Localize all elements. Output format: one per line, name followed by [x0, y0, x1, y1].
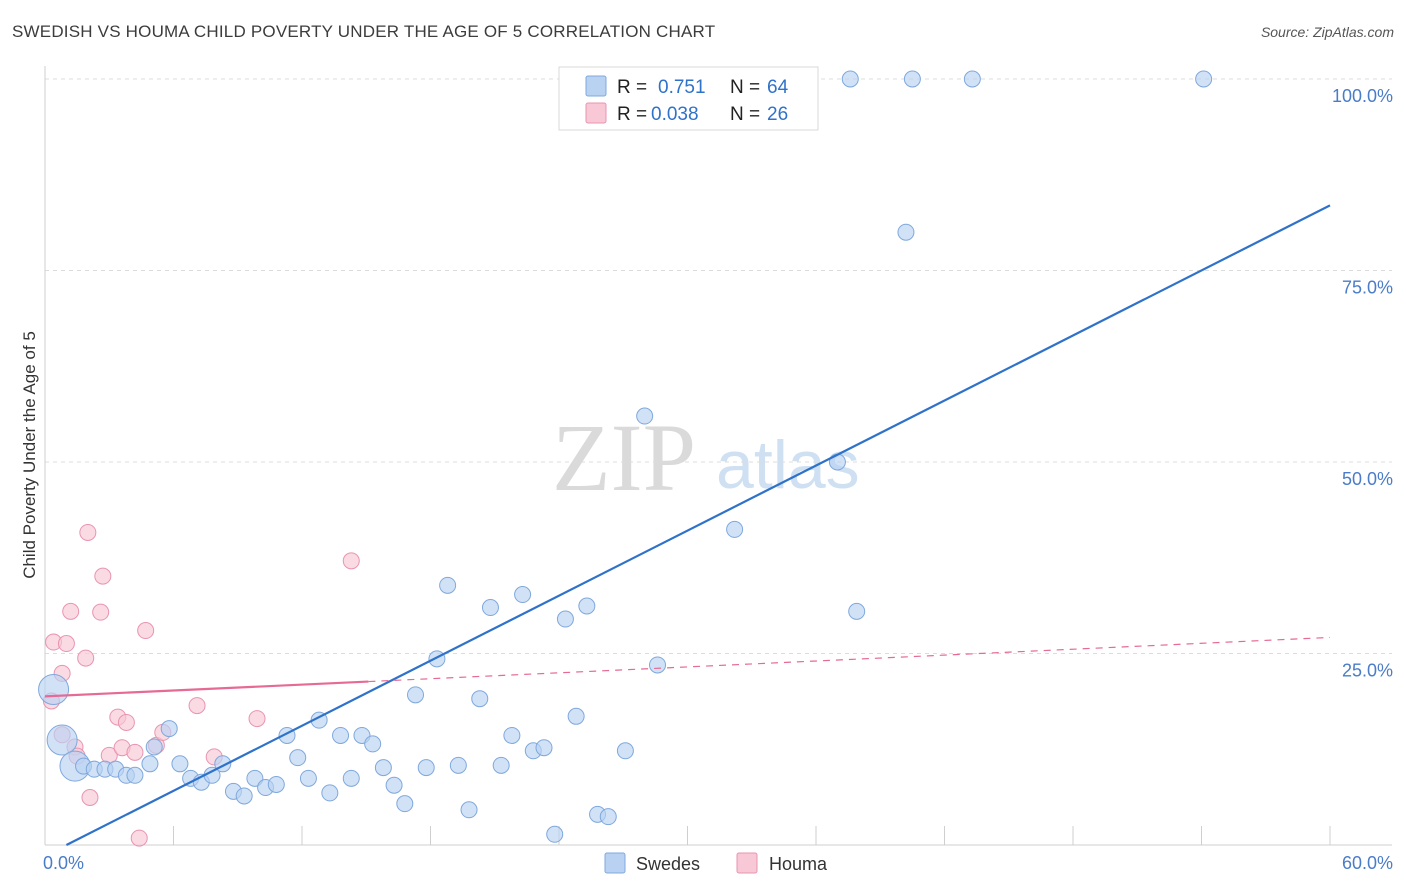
- legend-r-label-swedes: R =: [617, 77, 647, 98]
- houma-point: [130, 829, 148, 847]
- swedes-point: [171, 755, 189, 773]
- x-tick-label: 60.0%: [1342, 853, 1393, 873]
- swedes-point: [428, 650, 446, 668]
- swedes-point: [897, 223, 915, 241]
- swedes-point: [396, 795, 414, 813]
- bottom-legend-label-swedes: Swedes: [636, 854, 700, 874]
- legend-r-label-houma: R =: [617, 104, 647, 125]
- houma-point: [342, 552, 360, 570]
- swedes-point: [439, 576, 457, 594]
- houma-point: [77, 649, 95, 667]
- chart-title: SWEDISH VS HOUMA CHILD POVERTY UNDER THE…: [12, 22, 716, 41]
- swedes-point: [46, 724, 78, 756]
- swedes-point: [535, 739, 553, 757]
- watermark: ZIP atlas: [552, 404, 860, 511]
- swedes-point: [374, 759, 392, 777]
- swedes-point: [289, 749, 307, 767]
- houma-point: [57, 635, 75, 653]
- bottom-legend-swatch-houma: [736, 852, 758, 874]
- swedes-point: [299, 769, 317, 787]
- houma-trend-line-solid: [44, 680, 369, 698]
- legend-swatch-houma: [585, 102, 607, 124]
- y-tick-label: 100.0%: [1332, 86, 1393, 106]
- bottom-legend-swatch-swedes: [604, 852, 626, 874]
- legend-swatch-swedes: [585, 75, 607, 97]
- swedes-point: [417, 759, 435, 777]
- swedes-point: [616, 742, 634, 760]
- swedes-point: [407, 686, 425, 704]
- swedes-point: [1195, 70, 1213, 88]
- x-tick-label: 0.0%: [43, 853, 84, 873]
- swedes-point: [492, 756, 510, 774]
- swedes-point: [385, 776, 403, 794]
- houma-point: [94, 567, 112, 585]
- swedes-point: [321, 784, 339, 802]
- y-tick-label: 75.0%: [1342, 278, 1393, 298]
- houma-points: [42, 523, 360, 847]
- swedes-point: [556, 610, 574, 628]
- source-attribution: Source: ZipAtlas.com: [1260, 24, 1394, 40]
- swedes-point: [514, 586, 532, 604]
- houma-point: [248, 710, 266, 728]
- houma-point: [81, 789, 99, 807]
- swedes-point: [235, 787, 253, 805]
- swedes-point: [267, 775, 285, 793]
- houma-point: [188, 697, 206, 715]
- houma-point: [117, 713, 135, 731]
- swedes-point: [567, 707, 585, 725]
- legend-r-value-houma: 0.038: [651, 104, 699, 125]
- swedes-point: [126, 766, 144, 784]
- trend-lines: [44, 204, 1331, 846]
- swedes-point: [471, 690, 489, 708]
- gridlines: [45, 78, 1392, 654]
- swedes-point: [636, 407, 654, 425]
- swedes-point: [503, 726, 521, 744]
- swedes-point: [481, 599, 499, 617]
- swedes-point: [449, 756, 467, 774]
- swedes-point: [38, 674, 70, 706]
- houma-point: [92, 603, 110, 621]
- bottom-legend: Swedes Houma: [604, 852, 828, 874]
- legend-n-value-houma: 26: [767, 104, 788, 125]
- swedes-point: [578, 597, 596, 615]
- swedes-point: [649, 656, 667, 674]
- swedes-point: [726, 520, 744, 538]
- swedes-point: [599, 808, 617, 826]
- swedes-point: [160, 720, 178, 738]
- swedes-trend-line: [65, 204, 1331, 846]
- swedes-point: [963, 70, 981, 88]
- swedes-point: [546, 825, 564, 843]
- swedes-point: [903, 70, 921, 88]
- houma-point: [79, 523, 97, 541]
- houma-point: [62, 602, 80, 620]
- bottom-legend-label-houma: Houma: [769, 854, 828, 874]
- swedes-points: [38, 70, 1213, 843]
- legend-r-value-swedes: 0.751: [658, 77, 706, 98]
- swedes-point: [848, 602, 866, 620]
- swedes-point: [342, 769, 360, 787]
- legend-n-label-houma: N =: [730, 104, 760, 125]
- y-tick-label: 25.0%: [1342, 661, 1393, 681]
- tick-labels: 25.0% 50.0% 75.0% 100.0% 0.0% 60.0%: [43, 86, 1393, 873]
- swedes-point: [332, 726, 350, 744]
- watermark-zip: ZIP: [552, 404, 696, 511]
- legend: R = 0.751 N = 64 R = 0.038 N = 26: [558, 66, 819, 131]
- swedes-point: [841, 70, 859, 88]
- y-tick-label: 50.0%: [1342, 469, 1393, 489]
- houma-point: [137, 622, 155, 640]
- legend-n-value-swedes: 64: [767, 77, 789, 98]
- swedes-point: [145, 738, 163, 756]
- legend-n-label-swedes: N =: [730, 77, 760, 98]
- axes: [44, 66, 1392, 846]
- houma-point: [126, 743, 144, 761]
- houma-trend-line-dashed: [368, 636, 1331, 683]
- swedes-point: [141, 755, 159, 773]
- swedes-point: [460, 801, 478, 819]
- swedes-point: [364, 735, 382, 753]
